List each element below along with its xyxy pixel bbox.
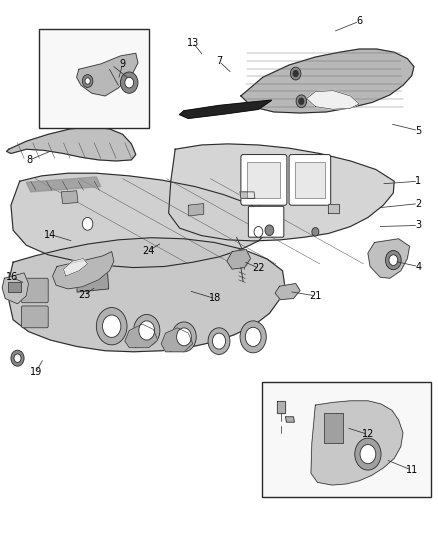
Bar [324,413,343,443]
Text: 13: 13 [187,38,199,47]
Circle shape [134,314,160,346]
Polygon shape [240,192,255,198]
Polygon shape [188,204,204,216]
Polygon shape [26,177,101,192]
Circle shape [360,445,376,464]
Text: 22: 22 [252,263,265,273]
Text: 18: 18 [208,294,221,303]
Text: 8: 8 [27,155,33,165]
Circle shape [82,217,93,230]
Text: 14: 14 [44,230,57,239]
Text: 23: 23 [78,290,90,300]
FancyBboxPatch shape [289,155,331,205]
Polygon shape [64,259,88,276]
Text: 4: 4 [415,262,421,271]
Circle shape [14,354,21,362]
Polygon shape [77,53,138,96]
Polygon shape [368,239,410,278]
Polygon shape [8,238,285,352]
Circle shape [102,315,121,337]
Circle shape [120,72,138,93]
FancyBboxPatch shape [21,306,48,328]
Circle shape [385,251,401,270]
Polygon shape [77,270,109,292]
Polygon shape [180,100,272,118]
Circle shape [389,255,398,265]
Circle shape [265,225,274,236]
Bar [39,29,149,128]
Circle shape [245,327,261,346]
Text: 12: 12 [362,430,374,439]
Bar [262,382,431,497]
Circle shape [212,333,226,349]
Polygon shape [11,173,272,268]
Polygon shape [227,249,251,269]
Text: 19: 19 [30,367,42,377]
Polygon shape [53,252,114,289]
FancyBboxPatch shape [21,278,48,303]
Bar [247,162,280,198]
Polygon shape [286,417,294,422]
Polygon shape [277,401,285,413]
Polygon shape [275,284,300,300]
Polygon shape [307,91,359,109]
Circle shape [290,67,301,80]
Polygon shape [169,144,394,241]
Circle shape [177,328,191,346]
Text: 21: 21 [309,291,321,301]
Text: 5: 5 [415,126,421,135]
Polygon shape [61,191,78,204]
Polygon shape [241,49,414,113]
Circle shape [312,228,319,236]
Circle shape [125,77,134,88]
Polygon shape [161,328,193,352]
Circle shape [293,70,298,77]
Circle shape [96,308,127,345]
Text: 9: 9 [120,59,126,69]
FancyBboxPatch shape [248,206,284,237]
Circle shape [208,328,230,354]
Circle shape [254,227,263,237]
Circle shape [85,78,90,84]
Circle shape [82,75,93,87]
Circle shape [296,95,307,108]
Text: 16: 16 [6,272,18,282]
Circle shape [11,350,24,366]
Polygon shape [125,324,158,348]
Circle shape [355,438,381,470]
Text: 3: 3 [415,221,421,230]
Text: 1: 1 [415,176,421,186]
Polygon shape [328,204,339,213]
Bar [8,282,21,292]
Text: 2: 2 [415,199,421,208]
Circle shape [139,321,155,340]
Bar [295,162,325,198]
Text: 24: 24 [143,246,155,255]
Circle shape [172,322,196,352]
Polygon shape [311,401,403,485]
FancyBboxPatch shape [241,155,287,205]
Polygon shape [7,127,136,161]
Text: 11: 11 [406,465,418,475]
Circle shape [299,98,304,104]
Polygon shape [2,273,28,304]
Text: 6: 6 [356,17,362,26]
Text: 7: 7 [216,56,222,66]
Circle shape [240,321,266,353]
